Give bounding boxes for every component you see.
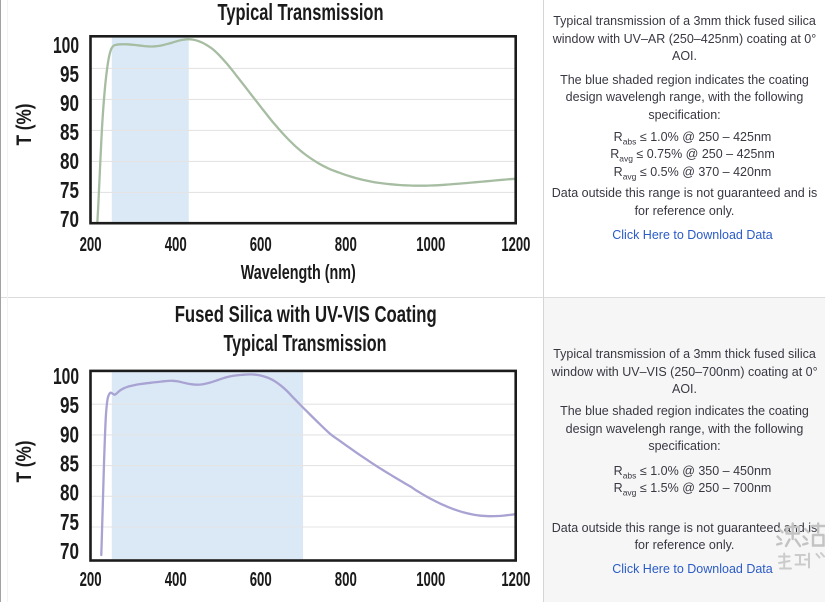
svg-text:600: 600 (250, 569, 272, 591)
svg-text:95: 95 (60, 61, 79, 87)
svg-text:T (%): T (%) (13, 104, 36, 146)
svg-text:100: 100 (53, 32, 79, 58)
svg-text:70: 70 (60, 538, 79, 564)
svg-text:100: 100 (53, 363, 79, 389)
svg-text:Wavelength (nm): Wavelength (nm) (241, 262, 356, 284)
svg-text:80: 80 (60, 148, 79, 174)
svg-text:85: 85 (60, 119, 79, 145)
svg-text:400: 400 (165, 234, 187, 256)
svg-text:75: 75 (60, 509, 79, 535)
svg-text:95: 95 (60, 392, 79, 418)
svg-text:200: 200 (80, 234, 102, 256)
svg-text:90: 90 (60, 421, 79, 447)
svg-text:1200: 1200 (501, 569, 530, 591)
svg-text:Fused Silica with UV-VIS Coati: Fused Silica with UV-VIS Coating (175, 301, 437, 327)
svg-text:Typical Transmission: Typical Transmission (218, 0, 384, 25)
svg-text:75: 75 (60, 177, 79, 203)
svg-text:T (%): T (%) (13, 441, 36, 483)
svg-text:1200: 1200 (501, 234, 530, 256)
svg-text:90: 90 (60, 90, 79, 116)
svg-text:600: 600 (250, 234, 272, 256)
svg-text:1000: 1000 (416, 234, 445, 256)
svg-text:200: 200 (80, 569, 102, 591)
svg-text:800: 800 (335, 234, 357, 256)
svg-text:70: 70 (60, 206, 79, 232)
svg-text:800: 800 (335, 569, 357, 591)
svg-text:400: 400 (165, 569, 187, 591)
svg-text:80: 80 (60, 480, 79, 506)
svg-text:1000: 1000 (416, 569, 445, 591)
svg-text:Typical Transmission: Typical Transmission (224, 330, 387, 356)
svg-text:85: 85 (60, 451, 79, 477)
